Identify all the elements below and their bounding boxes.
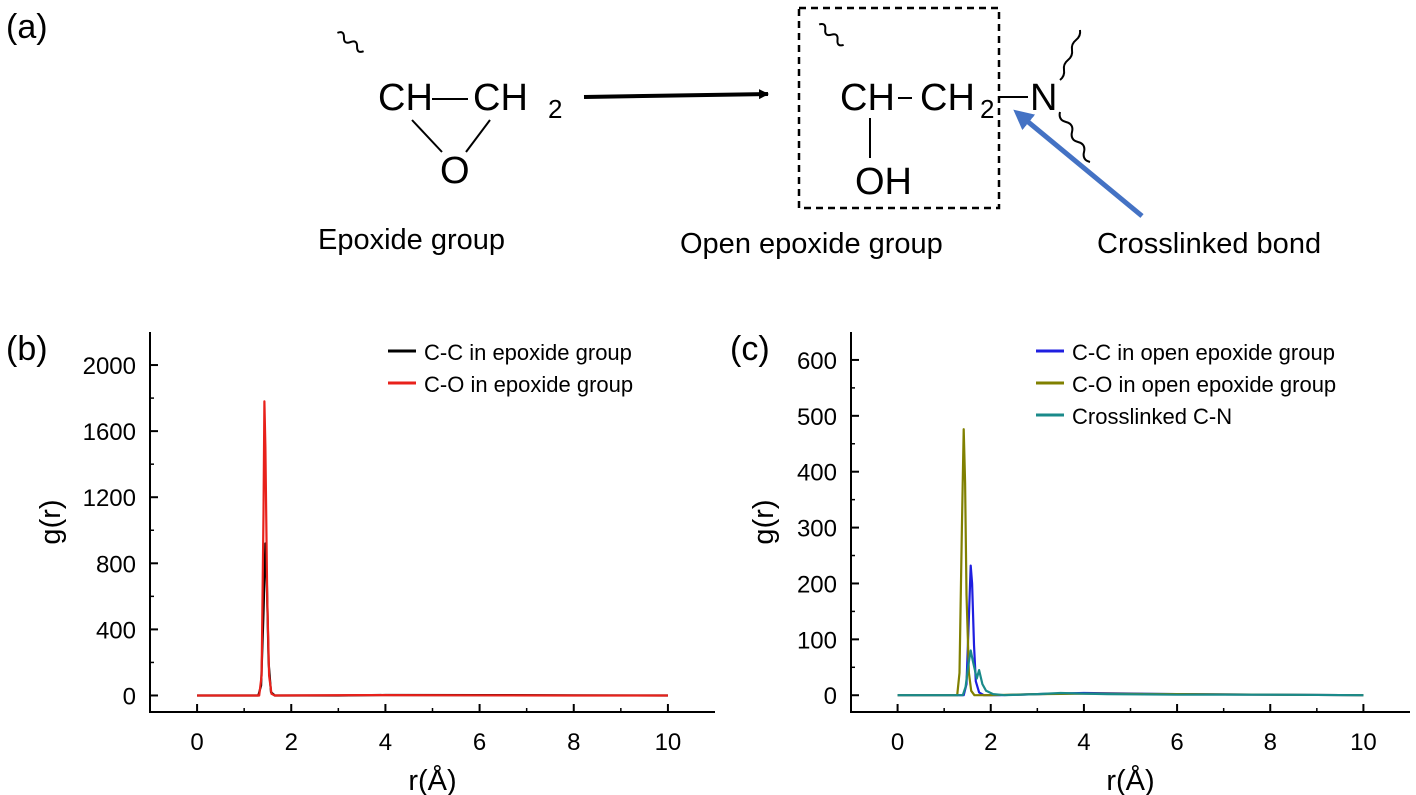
crosslink-caption: Crosslinked bond <box>1097 228 1321 260</box>
x-tick-label: 6 <box>473 729 486 756</box>
epoxide-ch: CH <box>378 77 433 119</box>
legend-entry: C-O in epoxide group <box>424 372 633 397</box>
x-axis-label: r(Å) <box>408 764 456 795</box>
legend-entry: C-C in open epoxide group <box>1072 340 1335 365</box>
y-tick-label: 1600 <box>83 419 136 446</box>
x-tick-label: 6 <box>1170 729 1183 756</box>
epoxide-oxygen: O <box>440 150 470 192</box>
epoxide-co-bond-right <box>465 119 491 153</box>
y-tick-label: 0 <box>123 683 136 710</box>
series-line-2 <box>197 400 668 697</box>
y-tick-label: 400 <box>96 617 136 644</box>
y-tick-label: 0 <box>824 683 837 710</box>
series-line-3 <box>897 649 1364 697</box>
y-tick-label: 1200 <box>83 485 136 512</box>
open-epoxide-caption: Open epoxide group <box>680 228 943 260</box>
legend-entry: C-O in open epoxide group <box>1072 372 1336 397</box>
y-axis-label: g(r) <box>748 499 780 544</box>
legend-entry: C-C in epoxide group <box>424 340 632 365</box>
x-tick-label: 0 <box>891 729 904 756</box>
x-tick-label: 10 <box>1350 729 1377 756</box>
panel-label: (c) <box>730 330 770 368</box>
open-epoxide-oh: OH <box>855 161 912 203</box>
x-tick-label: 4 <box>379 729 392 756</box>
open-epoxide-ch2-subscript: 2 <box>980 94 994 124</box>
open-epoxide-box <box>797 6 1001 210</box>
x-tick-label: 10 <box>655 729 682 756</box>
y-tick-label: 2000 <box>83 353 136 380</box>
series-line-2 <box>897 428 1364 697</box>
crosslink-arrow <box>1013 109 1144 218</box>
epoxide-co-bond-left <box>411 119 443 153</box>
open-epoxide-structure: CH CH 2 N OH Open epoxide group <box>680 6 1091 260</box>
x-tick-label: 2 <box>984 729 997 756</box>
chart-b: 0 2 4 6 8 10 0 400 800 1200 1600 2000 r(Å) g(r) (b) C-C… <box>6 330 715 795</box>
epoxide-caption: Epoxide group <box>318 224 505 256</box>
y-tick-label: 500 <box>797 404 837 431</box>
wavy-bond-icon <box>1059 29 1082 81</box>
y-tick-label: 100 <box>797 627 837 654</box>
open-epoxide-nitrogen: N <box>1030 77 1057 119</box>
open-epoxide-ch2: CH <box>920 77 975 119</box>
y-tick-label: 600 <box>797 348 837 375</box>
epoxide-structure: CH CH 2 O Epoxide group <box>318 31 562 256</box>
x-tick-label: 0 <box>190 729 203 756</box>
panel-a-label: (a) <box>6 8 48 46</box>
x-tick-label: 4 <box>1077 729 1090 756</box>
y-tick-label: 300 <box>797 516 837 543</box>
legend-entry: Crosslinked C-N <box>1072 404 1232 429</box>
reaction-arrow <box>583 89 769 100</box>
y-tick-label: 800 <box>96 551 136 578</box>
y-tick-label: 400 <box>797 460 837 487</box>
wavy-bond-icon <box>818 22 844 47</box>
panel-label: (b) <box>6 330 48 368</box>
open-epoxide-ch: CH <box>840 77 895 119</box>
y-axis-label: g(r) <box>35 499 67 544</box>
panel-a: (a) CH CH 2 O Epoxide group CH CH 2 N <box>6 6 1321 260</box>
x-axis-label: r(Å) <box>1106 764 1154 795</box>
x-tick-label: 2 <box>285 729 298 756</box>
epoxide-ch2-subscript: 2 <box>548 94 562 124</box>
wavy-bond-icon <box>337 31 364 53</box>
x-tick-label: 8 <box>567 729 580 756</box>
wavy-bond-icon <box>1058 111 1091 163</box>
epoxide-ch2: CH <box>473 77 528 119</box>
y-tick-label: 200 <box>797 571 837 598</box>
x-tick-label: 8 <box>1264 729 1277 756</box>
